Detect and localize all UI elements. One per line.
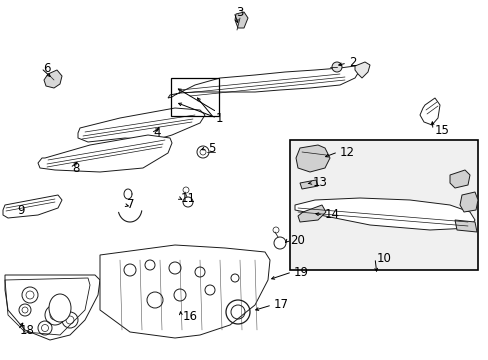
Text: 14: 14 bbox=[325, 208, 339, 221]
Text: 16: 16 bbox=[183, 310, 198, 323]
Text: 10: 10 bbox=[376, 252, 391, 265]
Text: 4: 4 bbox=[153, 126, 160, 139]
Text: 9: 9 bbox=[17, 203, 24, 216]
Polygon shape bbox=[454, 220, 476, 232]
Polygon shape bbox=[235, 12, 247, 28]
Polygon shape bbox=[449, 170, 469, 188]
Polygon shape bbox=[459, 192, 477, 212]
Bar bbox=[289, 140, 477, 270]
Circle shape bbox=[331, 62, 341, 72]
Polygon shape bbox=[295, 145, 329, 172]
Text: 7: 7 bbox=[127, 198, 134, 211]
Polygon shape bbox=[38, 135, 172, 172]
Polygon shape bbox=[419, 98, 439, 125]
Text: 18: 18 bbox=[20, 324, 35, 337]
Polygon shape bbox=[168, 66, 359, 98]
Text: 12: 12 bbox=[339, 145, 354, 158]
Text: 2: 2 bbox=[348, 57, 356, 69]
Polygon shape bbox=[3, 195, 62, 218]
Text: 13: 13 bbox=[312, 176, 327, 189]
Text: 20: 20 bbox=[289, 234, 304, 247]
Polygon shape bbox=[5, 275, 100, 340]
Text: 8: 8 bbox=[72, 162, 79, 175]
Polygon shape bbox=[44, 70, 62, 88]
Polygon shape bbox=[354, 62, 369, 78]
Text: 5: 5 bbox=[207, 141, 215, 154]
Polygon shape bbox=[299, 180, 317, 189]
Polygon shape bbox=[78, 108, 204, 142]
Bar bbox=[171, 78, 219, 116]
Polygon shape bbox=[294, 198, 474, 230]
Text: 1: 1 bbox=[216, 112, 223, 125]
Ellipse shape bbox=[49, 294, 71, 322]
Text: 17: 17 bbox=[273, 298, 288, 311]
Text: 15: 15 bbox=[434, 123, 449, 136]
Text: 19: 19 bbox=[293, 266, 308, 279]
Text: 6: 6 bbox=[43, 62, 50, 75]
Text: 3: 3 bbox=[236, 5, 243, 18]
Text: 11: 11 bbox=[181, 192, 196, 204]
Polygon shape bbox=[297, 205, 325, 222]
Polygon shape bbox=[100, 245, 269, 338]
